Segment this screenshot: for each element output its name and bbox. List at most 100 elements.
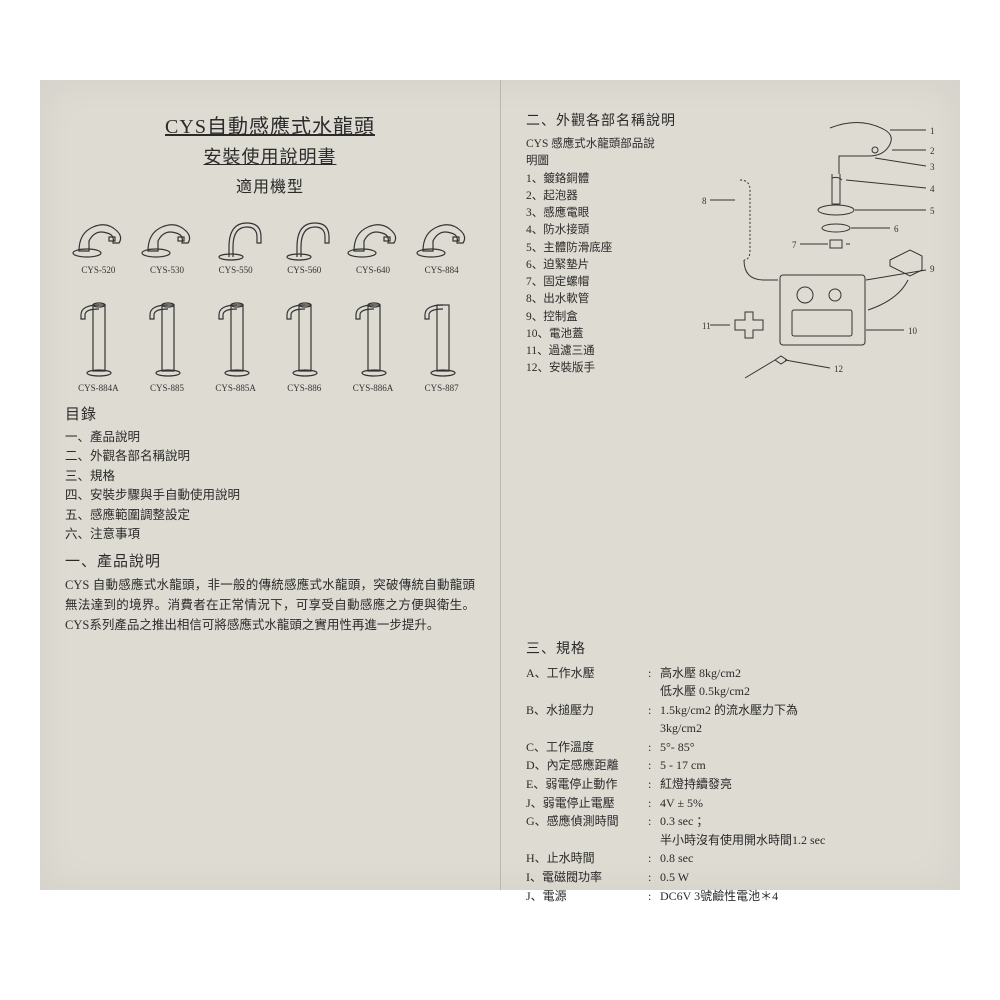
spec-label: D、內定感應距離 [526, 756, 648, 775]
spec-value: 紅燈持續發亮 [660, 775, 935, 794]
spec-value: 5°- 85° [660, 738, 935, 757]
spec-value: 0.5 W [660, 868, 935, 887]
faucet-illustration: CYS-884A [67, 285, 129, 393]
parts-item: 3、感應電眼 [526, 205, 656, 222]
toc-item: 六、注意事項 [65, 525, 475, 544]
faucet-illustration: CYS-885A [205, 285, 267, 393]
right-page: 二、外觀各部名稱說明 CYS 感應式水龍頭部品說明圖 1、鍍鉻銅體2、起泡器3、… [500, 80, 960, 890]
toc-item: 一、產品說明 [65, 428, 475, 447]
faucet-grid-row-1: CYS-520 CYS-530 CYS-550 CYS-560 CYS-640 CYS-8… [65, 207, 475, 275]
spec-label: J、弱電停止電壓 [526, 794, 648, 813]
parts-item: 7、固定螺帽 [526, 274, 656, 291]
section-1-heading: 一、產品說明 [65, 550, 475, 571]
spec-label: J、電源 [526, 887, 648, 906]
spec-label: B、水搥壓力 [526, 701, 648, 720]
parts-intro: CYS 感應式水龍頭部品說明圖 [526, 136, 656, 171]
faucet-label: CYS-887 [425, 383, 459, 393]
svg-text:5: 5 [930, 206, 935, 216]
faucet-illustration: CYS-530 [136, 207, 198, 275]
parts-item: 6、迫緊墊片 [526, 257, 656, 274]
spec-row: H、止水時間:0.8 sec [526, 849, 935, 868]
manual-paper: CYS自動感應式水龍頭 安裝使用說明書 適用機型 CYS-520CYS-530C… [40, 80, 960, 890]
spec-row: J、弱電停止電壓:4V ± 5% [526, 794, 935, 813]
faucet-label: CYS-885A [215, 383, 256, 393]
spec-row: D、內定感應距離:5 - 17 cm [526, 756, 935, 775]
title-line-1: CYS自動感應式水龍頭 [65, 110, 475, 139]
parts-item: 4、防水接頭 [526, 222, 656, 239]
faucet-illustration: CYS-885 [136, 285, 198, 393]
faucet-label: CYS-885 [150, 383, 184, 393]
toc-list: 一、產品說明二、外觀各部名稱說明三、規格四、安裝步驟與手自動使用說明五、感應範圍… [65, 428, 475, 544]
section-1-body: CYS 自動感應式水龍頭，非一般的傳統感應式水龍頭，突破傳統自動龍頭無法達到的境… [65, 575, 475, 635]
spec-value: DC6V 3號鹼性電池＊4 [660, 887, 935, 906]
spec-row: J、電源:DC6V 3號鹼性電池＊4 [526, 887, 935, 906]
spec-value: 高水壓 8kg/cm2 [660, 664, 935, 683]
spec-value: 0.8 sec [660, 849, 935, 868]
svg-text:1: 1 [930, 126, 935, 136]
spec-subvalue: 3kg/cm2 [660, 719, 935, 738]
spec-list: A、工作水壓:高水壓 8kg/cm2低水壓 0.5kg/cm2B、水搥壓力:1.… [526, 664, 935, 906]
spec-value: 1.5kg/cm2 的流水壓力下為 [660, 701, 935, 720]
spec-row: B、水搥壓力:1.5kg/cm2 的流水壓力下為 [526, 701, 935, 720]
spec-label: I、電磁閥功率 [526, 868, 648, 887]
svg-text:3: 3 [930, 162, 935, 172]
svg-text:9: 9 [930, 264, 935, 274]
toc-item: 二、外觀各部名稱說明 [65, 447, 475, 466]
spec-label: E、弱電停止動作 [526, 775, 648, 794]
faucet-label: CYS-640 [356, 265, 390, 275]
faucet-illustration: CYS-887 [411, 285, 473, 393]
faucet-illustration: CYS-560 [273, 207, 335, 275]
spec-row: A、工作水壓:高水壓 8kg/cm2 [526, 664, 935, 683]
spec-value: 4V ± 5% [660, 794, 935, 813]
spec-subvalue: 半小時沒有使用開水時間1.2 sec [660, 831, 935, 850]
parts-item: 11、過濾三通 [526, 343, 656, 360]
spec-row: C、工作溫度:5°- 85° [526, 738, 935, 757]
faucet-label: CYS-884 [425, 265, 459, 275]
svg-text:12: 12 [834, 364, 843, 374]
svg-text:10: 10 [908, 326, 918, 336]
spec-value: 0.3 sec ； [660, 812, 935, 831]
svg-text:8: 8 [702, 196, 707, 206]
faucet-illustration: CYS-886 [273, 285, 335, 393]
parts-item: 5、主體防滑底座 [526, 240, 656, 257]
toc-heading: 目錄 [65, 403, 475, 424]
parts-list: 1、鍍鉻銅體2、起泡器3、感應電眼4、防水接頭5、主體防滑底座6、迫緊墊片7、固… [526, 171, 656, 378]
spec-label: C、工作溫度 [526, 738, 648, 757]
faucet-label: CYS-886 [287, 383, 321, 393]
parts-item: 8、出水軟管 [526, 291, 656, 308]
faucet-label: CYS-886A [353, 383, 394, 393]
toc-item: 四、安裝步驟與手自動使用說明 [65, 486, 475, 505]
spec-value: 5 - 17 cm [660, 756, 935, 775]
faucet-label: CYS-520 [81, 265, 115, 275]
svg-text:6: 6 [894, 224, 899, 234]
spec-row: E、弱電停止動作:紅燈持續發亮 [526, 775, 935, 794]
faucet-illustration: CYS-640 [342, 207, 404, 275]
section-3-heading: 三、規格 [526, 638, 935, 658]
spec-subvalue: 低水壓 0.5kg/cm2 [660, 682, 935, 701]
toc-item: 五、感應範圍調整設定 [65, 506, 475, 525]
parts-item: 12、安裝版手 [526, 360, 656, 377]
toc-item: 三、規格 [65, 467, 475, 486]
faucet-label: CYS-560 [287, 265, 321, 275]
svg-text:7: 7 [792, 240, 797, 250]
faucet-illustration: CYS-884 [411, 207, 473, 275]
parts-item: 2、起泡器 [526, 188, 656, 205]
svg-text:2: 2 [930, 146, 935, 156]
title-line-2: 安裝使用說明書 [65, 143, 475, 169]
svg-text:11: 11 [702, 321, 711, 331]
svg-text:4: 4 [930, 184, 935, 194]
spec-label: H、止水時間 [526, 849, 648, 868]
faucet-illustration: CYS-520 [67, 207, 129, 275]
title-line-3: 適用機型 [65, 173, 475, 197]
parts-item: 9、控制盒 [526, 309, 656, 326]
faucet-grid-row-2: CYS-884A CYS-885 CYS-885A CYS-886 CYS-886A CY… [65, 285, 475, 393]
left-page: CYS自動感應式水龍頭 安裝使用說明書 適用機型 CYS-520CYS-530C… [40, 80, 500, 890]
faucet-label: CYS-884A [78, 383, 119, 393]
spec-label: G、感應偵測時間 [526, 812, 648, 831]
parts-item: 10、電池蓋 [526, 326, 656, 343]
spec-row: I、電磁閥功率:0.5 W [526, 868, 935, 887]
faucet-label: CYS-530 [150, 265, 184, 275]
parts-item: 1、鍍鉻銅體 [526, 171, 656, 188]
faucet-illustration: CYS-886A [342, 285, 404, 393]
faucet-illustration: CYS-550 [205, 207, 267, 275]
